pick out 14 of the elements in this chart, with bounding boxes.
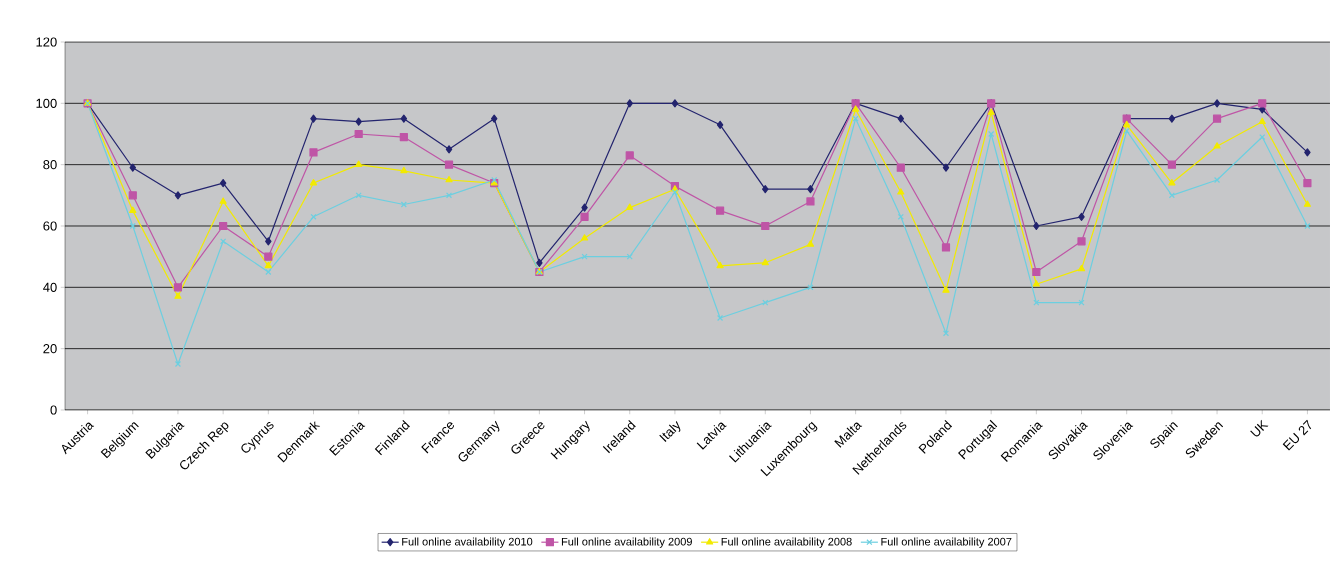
- y-tick-label: 100: [36, 98, 57, 108]
- y-tick-label: 40: [43, 282, 57, 292]
- x-tick-label: EU 27: [1282, 419, 1312, 451]
- legend-label: Full online availability 2008: [721, 537, 852, 548]
- legend-label: Full online availability 2010: [402, 537, 533, 548]
- y-tick-label: 0: [50, 405, 57, 415]
- y-tick-label: 80: [43, 160, 57, 170]
- y-tick-label: 20: [43, 344, 57, 354]
- x-tick-label: Italy: [659, 421, 681, 442]
- x-tick-label: UK: [1250, 419, 1269, 437]
- y-tick-label: 60: [43, 221, 57, 231]
- legend-label: Full online availability 2009: [561, 537, 692, 548]
- y-tick-label: 120: [36, 37, 57, 47]
- legend-label: Full online availability 2007: [881, 537, 1012, 548]
